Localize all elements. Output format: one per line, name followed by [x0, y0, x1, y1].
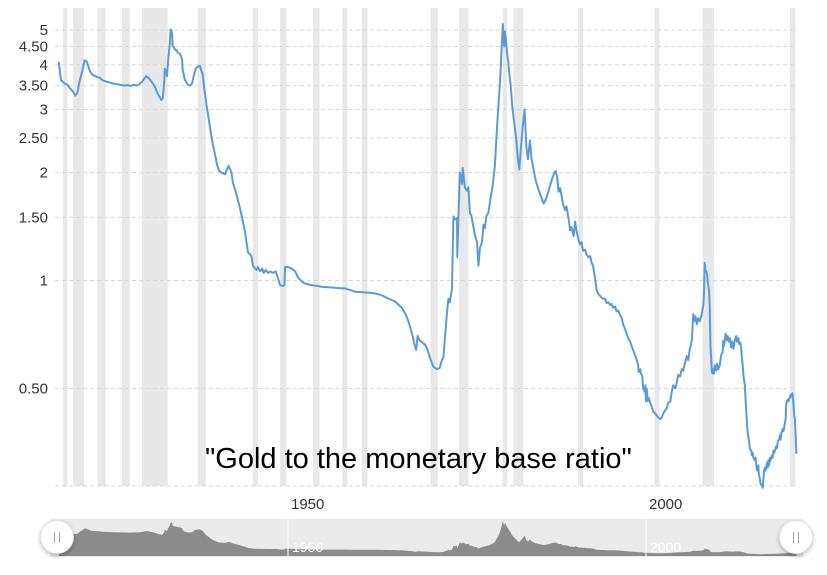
y-axis-label: 3.50	[19, 78, 48, 95]
recession-band	[63, 8, 68, 486]
series-line	[57, 23, 798, 489]
y-axis-label: 4	[40, 57, 48, 74]
y-axis-label: 2	[40, 165, 48, 182]
x-axis-labels: 1950 2000	[291, 496, 682, 513]
recession-bands	[63, 8, 796, 486]
navigator-left-handle[interactable]	[40, 520, 74, 554]
y-axis-label: 4.50	[19, 38, 48, 55]
recession-band	[430, 8, 438, 486]
x-axis-label: 1950	[291, 496, 324, 513]
navigator-label: 2000	[650, 539, 681, 555]
recession-band	[342, 8, 348, 486]
recession-band	[197, 8, 206, 486]
x-axis-label: 2000	[649, 496, 682, 513]
navigator[interactable]: 1950 2000	[50, 519, 803, 557]
recession-band	[313, 8, 320, 486]
recession-band	[97, 8, 106, 486]
grip-icon	[793, 531, 799, 543]
y-grid: 54.50 4 3.50 3 2.50 2 1.50 1 0.50	[19, 22, 796, 487]
recession-band	[73, 8, 84, 486]
navigator-label: 1950	[292, 539, 323, 555]
y-axis-label: 1	[40, 273, 48, 290]
recession-band	[789, 8, 796, 486]
navigator-right-handle[interactable]	[779, 520, 813, 554]
y-axis-label: 1.50	[19, 209, 48, 226]
recession-band	[459, 8, 469, 486]
y-axis-label: 2.50	[19, 130, 48, 147]
recession-band	[578, 8, 583, 486]
recession-band	[702, 8, 715, 486]
y-axis-label: 3	[40, 102, 48, 119]
y-axis-label: 5	[40, 22, 48, 39]
recession-band	[502, 8, 508, 486]
recession-band	[121, 8, 130, 486]
recession-band	[252, 8, 258, 486]
grip-icon	[54, 531, 60, 543]
y-axis-label: 0.50	[19, 380, 48, 397]
chart-title-annotation: "Gold to the monetary base ratio"	[205, 443, 632, 475]
recession-band	[361, 8, 368, 486]
recession-band	[654, 8, 660, 486]
recession-band	[513, 8, 524, 486]
recession-band	[280, 8, 287, 486]
navigator-area	[58, 521, 797, 556]
